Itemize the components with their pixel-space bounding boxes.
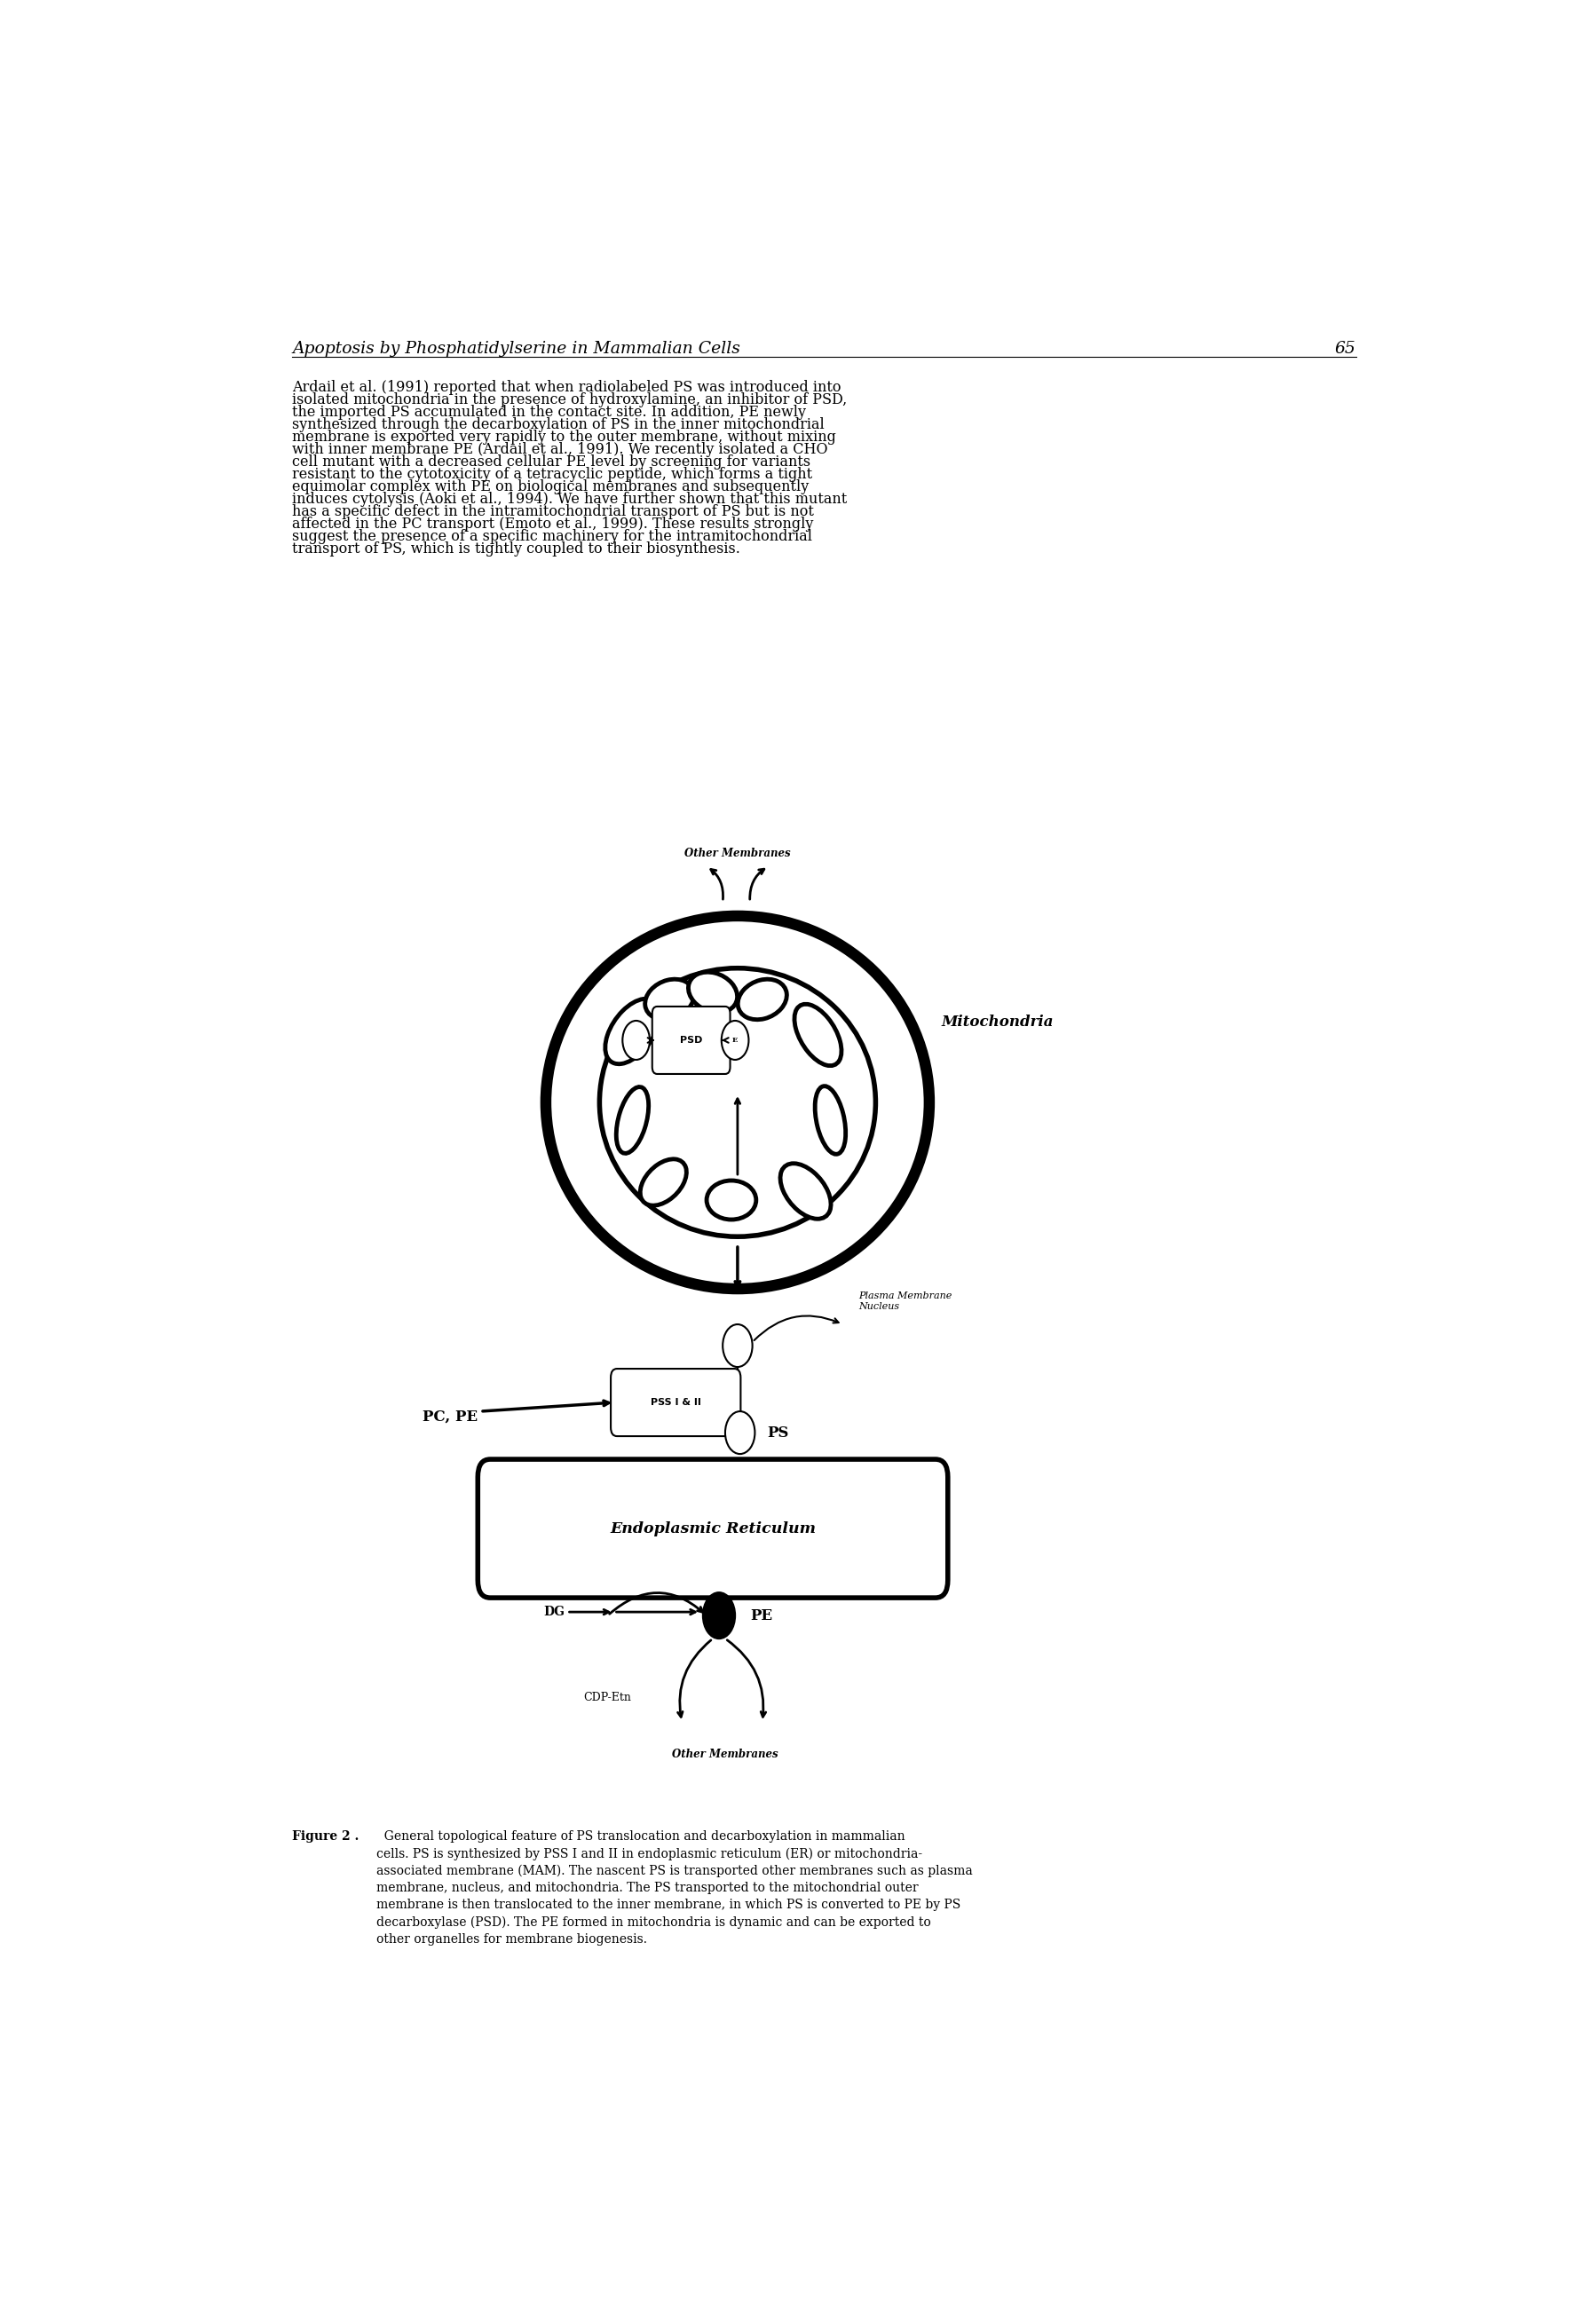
Text: PSS I & II: PSS I & II xyxy=(651,1397,701,1407)
Circle shape xyxy=(721,1022,749,1061)
Text: Apoptosis by Phosphatidylserine in Mammalian Cells: Apoptosis by Phosphatidylserine in Mamma… xyxy=(292,341,741,357)
Text: Plasma Membrane
Nucleus: Plasma Membrane Nucleus xyxy=(859,1291,953,1310)
Circle shape xyxy=(702,1593,736,1640)
Text: Figure 2 .: Figure 2 . xyxy=(292,1831,359,1842)
Text: Other Membranes: Other Membranes xyxy=(685,849,790,860)
Text: affected in the PC transport (Emoto et al., 1999). These results strongly: affected in the PC transport (Emoto et a… xyxy=(292,517,814,530)
Text: with inner membrane PE (Ardail et al., 1991). We recently isolated a CHO: with inner membrane PE (Ardail et al., 1… xyxy=(292,443,828,457)
FancyBboxPatch shape xyxy=(477,1460,948,1598)
Text: 65: 65 xyxy=(1334,341,1357,357)
Text: DG: DG xyxy=(543,1605,565,1619)
Text: suggest the presence of a specific machinery for the intramitochondrial: suggest the presence of a specific machi… xyxy=(292,528,812,544)
Text: CDP-Etn: CDP-Etn xyxy=(584,1690,632,1704)
Ellipse shape xyxy=(645,980,694,1019)
Text: Other Membranes: Other Membranes xyxy=(672,1748,779,1759)
Text: has a specific defect in the intramitochondrial transport of PS but is not: has a specific defect in the intramitoch… xyxy=(292,505,814,519)
Text: General topological feature of PS translocation and decarboxylation in mammalian: General topological feature of PS transl… xyxy=(377,1831,972,1946)
Circle shape xyxy=(723,1324,752,1367)
Ellipse shape xyxy=(816,1086,846,1155)
Ellipse shape xyxy=(795,1003,841,1065)
Ellipse shape xyxy=(546,915,929,1289)
Text: Mitochondria: Mitochondria xyxy=(942,1015,1053,1031)
Ellipse shape xyxy=(707,1181,757,1220)
Text: cell mutant with a decreased cellular PE level by screening for variants: cell mutant with a decreased cellular PE… xyxy=(292,454,811,470)
Text: isolated mitochondria in the presence of hydroxylamine, an inhibitor of PSD,: isolated mitochondria in the presence of… xyxy=(292,392,847,408)
Circle shape xyxy=(725,1411,755,1455)
Text: transport of PS, which is tightly coupled to their biosynthesis.: transport of PS, which is tightly couple… xyxy=(292,542,741,556)
Text: membrane is exported very rapidly to the outer membrane, without mixing: membrane is exported very rapidly to the… xyxy=(292,429,836,445)
Text: equimolar complex with PE on biological membranes and subsequently: equimolar complex with PE on biological … xyxy=(292,480,809,493)
Text: PE: PE xyxy=(750,1607,772,1623)
Ellipse shape xyxy=(605,998,659,1063)
Ellipse shape xyxy=(688,973,737,1012)
Text: PC, PE: PC, PE xyxy=(423,1409,477,1425)
Text: the imported PS accumulated in the contact site. In addition, PE newly: the imported PS accumulated in the conta… xyxy=(292,404,806,420)
FancyBboxPatch shape xyxy=(653,1005,729,1075)
Text: E: E xyxy=(733,1038,737,1045)
Text: induces cytolysis (Aoki et al., 1994). We have further shown that this mutant: induces cytolysis (Aoki et al., 1994). W… xyxy=(292,491,847,507)
Text: PS: PS xyxy=(768,1425,788,1441)
Text: PSD: PSD xyxy=(680,1035,702,1045)
Text: resistant to the cytotoxicity of a tetracyclic peptide, which forms a tight: resistant to the cytotoxicity of a tetra… xyxy=(292,466,812,482)
Ellipse shape xyxy=(616,1086,648,1153)
Text: Endoplasmic Reticulum: Endoplasmic Reticulum xyxy=(610,1522,816,1536)
Ellipse shape xyxy=(780,1165,832,1220)
Text: synthesized through the decarboxylation of PS in the inner mitochondrial: synthesized through the decarboxylation … xyxy=(292,417,825,431)
Text: Ardail et al. (1991) reported that when radiolabeled PS was introduced into: Ardail et al. (1991) reported that when … xyxy=(292,380,841,394)
Ellipse shape xyxy=(600,969,876,1236)
FancyBboxPatch shape xyxy=(611,1370,741,1437)
Circle shape xyxy=(622,1022,650,1061)
Ellipse shape xyxy=(640,1160,686,1206)
Ellipse shape xyxy=(737,980,787,1019)
